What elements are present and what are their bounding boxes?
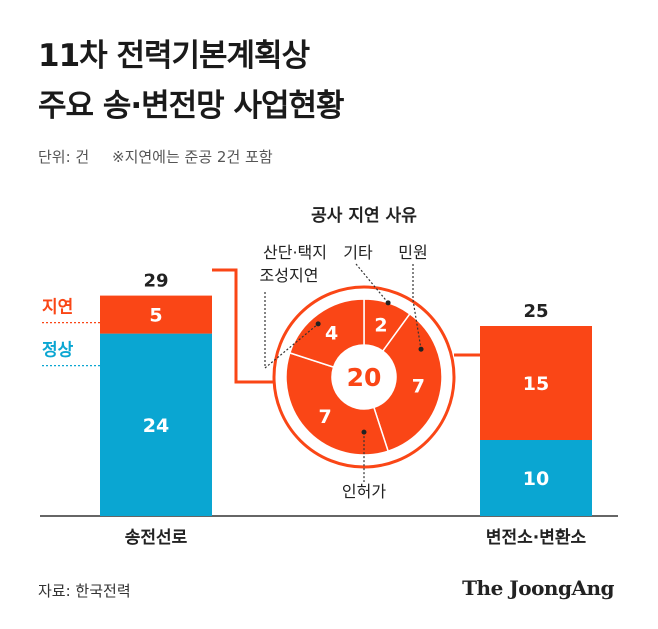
bar-normal-0: [100, 333, 212, 516]
slice-label-3-line2: 조성지연: [260, 266, 319, 285]
bar-normal-1: [480, 440, 592, 516]
donut-slice-value-2: 7: [318, 406, 331, 428]
slice-label-3-line1: 산단·택지: [263, 243, 327, 262]
donut-slice-value-1: 7: [412, 376, 425, 398]
donut-slice-value-0: 2: [374, 315, 387, 337]
slice-label-2: 인허가: [342, 482, 386, 501]
category-label-0: 송전선로: [125, 528, 188, 548]
donut-slice-value-3: 4: [325, 323, 338, 345]
slice-leader-3: [264, 292, 319, 370]
slice-leader-0: [355, 263, 389, 304]
legend-normal: 정상: [42, 341, 74, 361]
chart-title-line1: 11차 전력기본계획상: [38, 38, 310, 74]
bar-normal-label-0: 24: [143, 415, 169, 437]
slice-label-1: 민원: [398, 243, 427, 262]
subtitle: 단위: 건 ※지연에는 준공 2건 포함: [38, 146, 291, 167]
bar-total-label-0: 29: [143, 271, 168, 292]
donut-center: [332, 345, 396, 409]
source-label: 자료: 한국전력: [38, 582, 131, 600]
chart-title-line2: 주요 송·변전망 사업현황: [38, 88, 345, 124]
donut-title: 공사 지연 사유: [311, 206, 417, 226]
unit-label: 단위: 건: [38, 148, 90, 166]
legend-delay: 지연: [42, 298, 73, 318]
publisher-logo: The JoongAng: [462, 576, 614, 600]
slice-dot-1: [418, 346, 424, 352]
donut-outer-ring: [272, 285, 456, 469]
bar-total-label-1: 25: [523, 301, 548, 322]
note-label: ※지연에는 준공 2건 포함: [112, 148, 273, 166]
bar-delay-label-0: 5: [149, 305, 162, 327]
connector-left: [212, 268, 274, 384]
bar-delay-1: [480, 326, 592, 440]
slice-label-0: 기타: [343, 243, 373, 262]
slice-dot-0: [385, 300, 391, 306]
bar-delay-0: [100, 295, 212, 334]
category-label-1: 변전소·변환소: [486, 528, 587, 548]
bar-normal-label-1: 10: [523, 468, 549, 490]
donut-total: 20: [347, 363, 382, 392]
slice-dot-2: [361, 429, 367, 435]
bar-delay-label-1: 15: [523, 373, 549, 395]
slice-leader-1: [412, 264, 422, 350]
slice-dot-3: [315, 321, 321, 327]
